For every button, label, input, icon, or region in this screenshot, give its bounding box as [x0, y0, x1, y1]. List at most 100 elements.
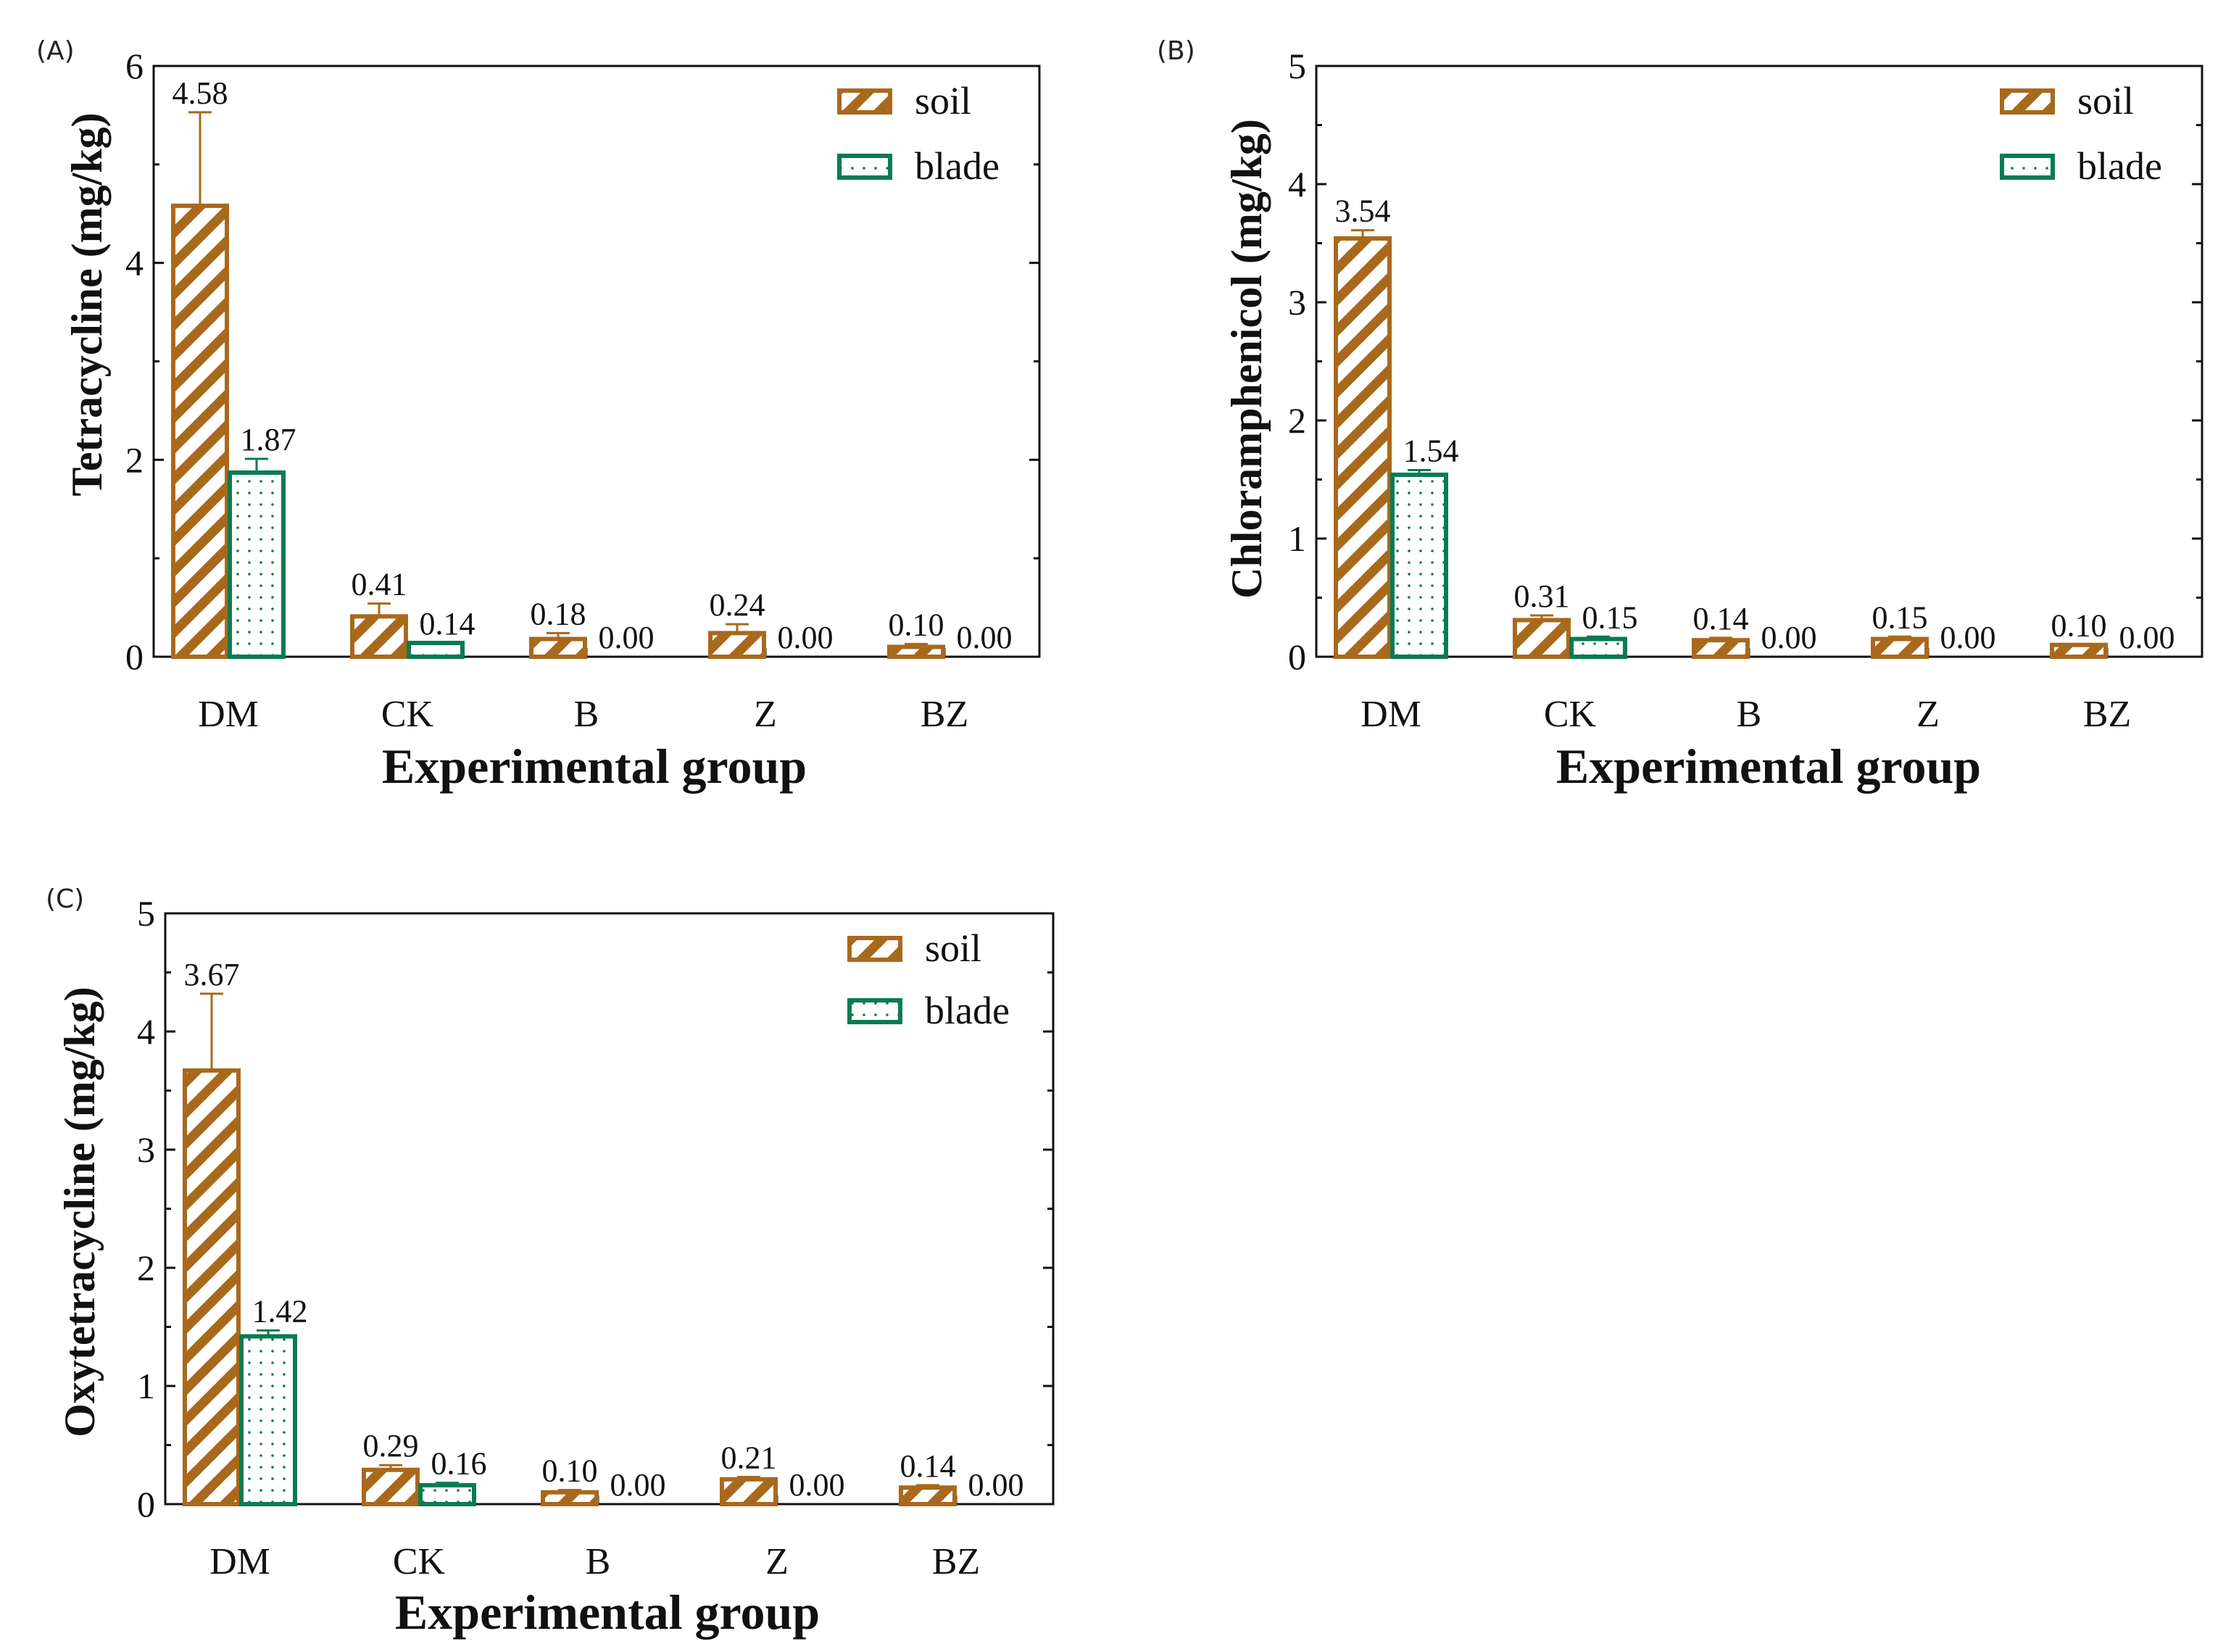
bar-blade: [228, 470, 286, 659]
y-tick-label: 3: [1288, 282, 1306, 323]
data-label-blade: 0.00: [968, 1467, 1024, 1503]
y-tick-label: 3: [137, 1129, 155, 1170]
x-tick-label: CK: [1544, 694, 1597, 735]
data-label-blade: 0.14: [420, 606, 475, 642]
y-axis-label: Chloramphenicol (mg/kg): [1223, 119, 1271, 599]
bar-soil: [362, 1467, 420, 1506]
bar-soil: [1334, 236, 1392, 660]
y-tick-label: 2: [1288, 400, 1306, 441]
legend-swatch-blade: [837, 154, 892, 180]
x-tick-label: B: [586, 1541, 611, 1582]
data-label-blade: 0.16: [431, 1446, 487, 1482]
data-label-blade: 1.87: [241, 422, 296, 457]
bar-soil: [1692, 638, 1750, 659]
x-tick-label: BZ: [932, 1541, 980, 1582]
legend-swatch-soil: [847, 936, 902, 962]
legend-swatch-soil: [2000, 88, 2055, 115]
data-label-soil: 3.54: [1335, 194, 1391, 229]
legend-swatch-soil: [837, 88, 892, 115]
y-tick-label: 2: [125, 439, 144, 480]
bar-soil: [1513, 618, 1571, 659]
x-tick-label: BZ: [921, 694, 968, 735]
bar-blade: [1569, 636, 1627, 659]
plot-frame: [1315, 65, 2203, 658]
data-label-soil: 0.24: [710, 587, 765, 623]
y-tick-label: 5: [1288, 46, 1306, 86]
legend: soil blade: [2000, 79, 2162, 188]
y-tick-label: 1: [137, 1366, 155, 1406]
x-tick-label: Z: [1916, 694, 1940, 735]
y-tick-label: 4: [137, 1011, 155, 1052]
legend-label-soil: soil: [2077, 79, 2134, 123]
data-label-blade: 0.00: [957, 620, 1013, 655]
y-tick-label: 4: [1288, 164, 1306, 204]
data-label-soil: 0.31: [1514, 578, 1570, 614]
data-label-blade: 1.54: [1403, 433, 1459, 468]
x-tick-label: BZ: [2083, 694, 2131, 735]
data-label-soil: 3.67: [184, 957, 240, 992]
x-tick-label: Z: [765, 1541, 789, 1582]
bar-soil: [183, 1068, 241, 1507]
x-tick-label: CK: [393, 1541, 446, 1582]
data-label-soil: 0.14: [900, 1448, 956, 1484]
bar-soil: [1871, 636, 1929, 659]
bar-soil: [171, 203, 229, 659]
data-label-blade: 0.00: [599, 620, 655, 655]
y-tick-label: 4: [125, 243, 144, 283]
data-label-soil: 0.14: [1693, 601, 1749, 636]
x-tick-label: DM: [209, 1541, 270, 1582]
bar-soil: [720, 1477, 778, 1507]
bar-soil: [899, 1485, 957, 1506]
chart-c: (C) 0 1 2 3 4 5 DM 3.67 1.42 CK 0.29 0.16 B 0.10 0.00 Z 0…: [46, 884, 1055, 1640]
bar-soil: [529, 636, 587, 659]
data-label-blade: 0.00: [789, 1467, 845, 1503]
data-label-soil: 0.10: [2051, 608, 2107, 644]
plot-frame: [152, 65, 1041, 658]
data-label-blade: 0.15: [1582, 599, 1638, 635]
y-tick-label: 5: [137, 893, 155, 934]
x-tick-label: DM: [1361, 694, 1421, 735]
legend-label-soil: soil: [915, 79, 971, 123]
x-tick-label: CK: [381, 694, 434, 735]
data-label-soil: 0.29: [363, 1428, 419, 1464]
y-tick-label: 2: [137, 1248, 155, 1288]
data-label-blade: 0.00: [610, 1467, 666, 1503]
x-tick-label: B: [574, 694, 599, 735]
panel-label: (A): [36, 36, 75, 66]
y-tick-label: 0: [1288, 636, 1306, 677]
legend: soil blade: [847, 926, 1010, 1032]
x-axis-label: Experimental group: [1556, 739, 1981, 794]
y-tick-label: 6: [125, 46, 144, 86]
y-tick-label: 0: [125, 636, 144, 677]
data-label-soil: 0.10: [542, 1453, 598, 1488]
y-axis-label: Oxytetracycline (mg/kg): [56, 987, 104, 1437]
panel-label: (C): [46, 884, 84, 914]
data-label-soil: 0.15: [1872, 599, 1928, 635]
x-tick-label: DM: [198, 694, 259, 735]
bar-blade: [407, 640, 465, 660]
legend: soil blade: [837, 79, 1000, 188]
data-label-blade: 0.00: [1761, 620, 1817, 655]
data-label-blade: 1.42: [252, 1293, 308, 1329]
bar-blade: [239, 1334, 297, 1507]
data-label-soil: 0.41: [352, 567, 407, 602]
panel-label: (B): [1157, 36, 1195, 66]
x-axis-label: Experimental group: [382, 739, 807, 794]
legend-label-blade: blade: [2077, 144, 2162, 188]
bar-soil: [541, 1490, 599, 1506]
bar-soil: [887, 644, 945, 660]
data-label-blade: 0.00: [1940, 620, 1996, 655]
chart-a: (A) 0 2 4 6 DM 4.58 1.87 CK 0.41 0.14 B 0.18 0.00 Z 0.2…: [36, 36, 1041, 794]
bar-soil: [2050, 642, 2108, 660]
bar-soil: [708, 631, 766, 660]
legend-swatch-blade: [847, 998, 902, 1024]
legend-label-blade: blade: [915, 144, 1000, 188]
data-label-blade: 0.00: [778, 620, 834, 655]
legend-label-soil: soil: [925, 926, 981, 970]
chart-b: (B) 0 1 2 3 4 5 DM 3.54 1.54 CK 0.31 0.15 B 0.14 0.00 Z 0…: [1157, 36, 2203, 794]
y-axis-label: Tetracycline (mg/kg): [63, 112, 111, 496]
x-tick-label: Z: [754, 694, 777, 735]
bar-blade: [418, 1482, 476, 1506]
bar-blade: [1390, 472, 1448, 659]
